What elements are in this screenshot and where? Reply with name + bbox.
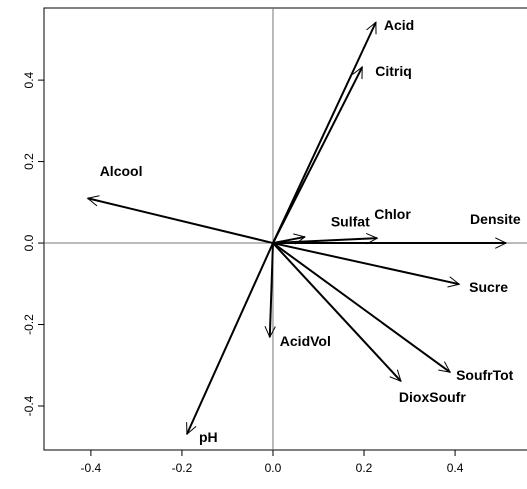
x-tick-label: -0.4	[81, 461, 102, 475]
arrow	[272, 66, 364, 244]
arrow-head	[438, 361, 451, 373]
arrow-head	[352, 66, 363, 80]
vector-label: DioxSoufr	[399, 389, 466, 405]
vector-label: Citriq	[375, 63, 412, 79]
vector-label: SoufrTot	[456, 367, 514, 383]
arrow	[272, 21, 377, 244]
arrow-head	[86, 195, 100, 207]
vector-label: Sulfat	[331, 214, 370, 230]
vector-label: Sucre	[469, 279, 508, 295]
x-tick-label: 0.2	[356, 461, 373, 475]
arrow	[272, 242, 402, 382]
vector-label: Acid	[384, 17, 414, 33]
x-tick-label: -0.2	[172, 461, 193, 475]
arrow	[272, 242, 460, 286]
vector-label: Alcool	[100, 163, 143, 179]
y-tick-label: 0.4	[22, 71, 36, 88]
arrow	[186, 242, 274, 435]
y-tick-label: 0.2	[22, 153, 36, 170]
vector-label: Densite	[470, 211, 521, 227]
arrow-head	[495, 237, 508, 249]
y-tick-label: -0.2	[22, 314, 36, 335]
y-tick-label: 0.0	[22, 234, 36, 251]
arrow-head	[389, 369, 402, 382]
arrow	[87, 197, 274, 245]
arrow	[268, 243, 274, 338]
arrow-head	[186, 422, 197, 436]
arrow	[272, 242, 451, 373]
arrow-head	[365, 232, 379, 245]
arrow-head	[447, 276, 461, 288]
vector-label: pH	[199, 429, 218, 445]
vector-label: AcidVol	[280, 333, 331, 349]
y-tick-label: -0.4	[22, 395, 36, 416]
plot-frame	[43, 7, 527, 451]
x-tick-label: 0.0	[265, 461, 282, 475]
vector-label: Chlor	[374, 206, 411, 222]
arrow-head	[366, 21, 377, 35]
arrow-head	[264, 325, 276, 339]
x-tick-label: 0.4	[447, 461, 464, 475]
